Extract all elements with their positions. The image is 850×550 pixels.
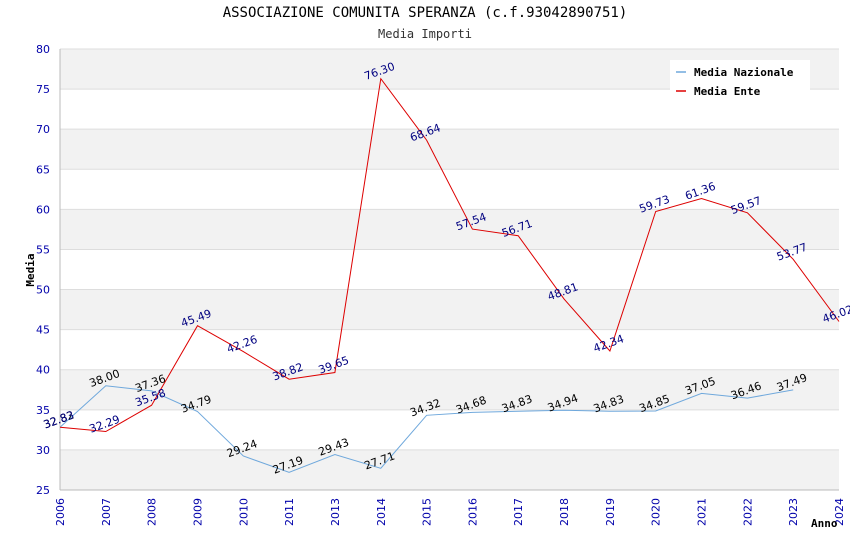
series-lines — [59, 77, 840, 473]
x-tick-label: 2014 — [375, 498, 388, 526]
y-axis-title: Media — [24, 253, 37, 286]
y-tick-label: 60 — [36, 203, 50, 216]
grid-band — [60, 209, 839, 250]
x-tick-label: 2024 — [833, 498, 846, 526]
x-tick-label: 2015 — [421, 498, 434, 526]
x-tick-label: 2009 — [191, 498, 204, 526]
data-label: 42.26 — [225, 333, 259, 356]
x-tick-label: 2011 — [283, 498, 296, 526]
grid-band — [60, 449, 839, 490]
x-axis-ticks: 2006 2007 2008 2009 2010 2011 2013 2014 2015 2016… — [54, 498, 846, 526]
chart-title: ASSOCIAZIONE COMUNITA SPERANZA (c.f.9304… — [222, 5, 628, 21]
y-tick-label: 70 — [36, 123, 50, 136]
x-tick-label: 2019 — [604, 498, 617, 526]
grid-band — [60, 129, 839, 170]
grid-band — [60, 369, 839, 410]
x-tick-label: 2022 — [741, 498, 754, 526]
series-line-0 — [59, 385, 794, 473]
y-tick-label: 25 — [36, 484, 50, 497]
y-tick-label: 75 — [36, 83, 50, 96]
x-tick-label: 2018 — [558, 498, 571, 526]
legend-label-1: Media Ente — [694, 85, 761, 98]
x-tick-label: 2021 — [696, 498, 709, 526]
x-tick-label: 2010 — [237, 498, 250, 526]
x-tick-label: 2006 — [54, 498, 67, 526]
x-axis-title: Anno — [811, 517, 838, 530]
series-line-1 — [59, 77, 840, 433]
grid-bands — [60, 49, 839, 490]
legend-label-0: Media Nazionale — [694, 66, 794, 79]
legend: Media Nazionale Media Ente — [670, 60, 810, 101]
x-tick-label: 2016 — [466, 498, 479, 526]
y-tick-label: 65 — [36, 163, 50, 176]
chart-subtitle: Media Importi — [378, 27, 472, 41]
y-tick-label: 50 — [36, 284, 50, 297]
x-tick-label: 2007 — [100, 498, 113, 526]
legend-box — [670, 60, 810, 101]
x-tick-label: 2008 — [146, 498, 159, 526]
grid-lines — [60, 48, 839, 491]
data-label: 32.29 — [88, 413, 122, 436]
axes — [59, 49, 839, 491]
y-tick-label: 40 — [36, 364, 50, 377]
y-axis-ticks: 25 30 35 40 45 50 55 60 65 70 75 80 — [36, 43, 50, 497]
grid-band — [60, 289, 839, 330]
y-tick-label: 45 — [36, 324, 50, 337]
y-tick-label: 55 — [36, 243, 50, 256]
x-tick-label: 2017 — [512, 498, 525, 526]
x-tick-label: 2013 — [329, 498, 342, 526]
x-tick-label: 2020 — [650, 498, 663, 526]
y-tick-label: 30 — [36, 444, 50, 457]
y-tick-label: 35 — [36, 404, 50, 417]
x-tick-label: 2023 — [787, 498, 800, 526]
y-tick-label: 80 — [36, 43, 50, 56]
